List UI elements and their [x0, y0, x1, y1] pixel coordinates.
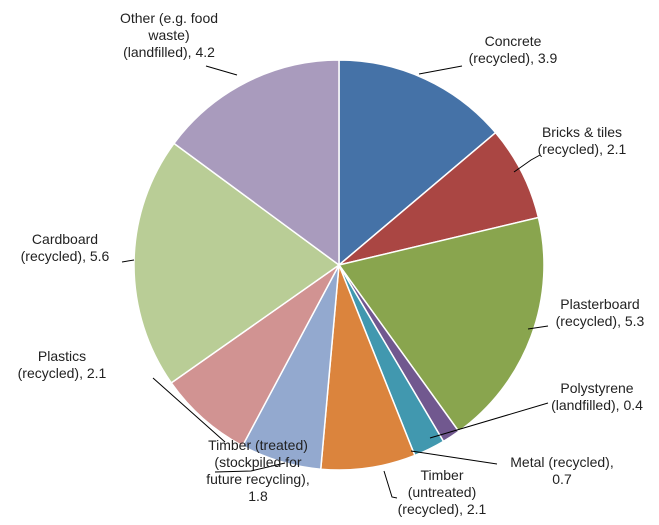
leader-line-9: [205, 65, 238, 76]
slice-label-line: Timber: [420, 467, 463, 483]
slice-label-line: Bricks & tiles: [542, 124, 622, 140]
slice-label-line: 1.8: [248, 488, 268, 504]
slice-label-line: Plasterboard: [560, 296, 639, 312]
slice-label-line: (recycled), 5.6: [21, 248, 110, 264]
slice-label-line: (recycled), 2.1: [538, 141, 627, 157]
slice-label-line: Metal (recycled),: [510, 454, 613, 470]
pie-slice-7: [170, 264, 340, 447]
pie-slice-0: [338, 59, 497, 267]
pie-slice-5: [319, 264, 416, 471]
leader-line-3: [429, 402, 549, 439]
slice-label-line: Other (e.g. food: [120, 10, 218, 26]
slice-label-5: Timber (untreated) (recycled), 2.1: [398, 467, 487, 517]
slice-label-3: Polystyrene (landfilled), 0.4: [551, 380, 643, 413]
slice-label-line: Polystyrene: [560, 380, 633, 396]
slice-label-6: Timber (treated) (stockpiled for future re…: [206, 437, 309, 504]
slice-label-9: Other (e.g. food waste) (landfilled), 4.2: [120, 10, 218, 60]
slice-label-2: Plasterboard (recycled), 5.3: [556, 296, 645, 329]
slice-label-line: (recycled), 3.9: [469, 50, 558, 66]
slice-label-4: Metal (recycled), 0.7: [510, 454, 613, 487]
slice-label-8: Cardboard (recycled), 5.6: [21, 231, 110, 264]
slice-label-line: Cardboard: [32, 231, 98, 247]
slice-label-line: (landfilled), 0.4: [551, 397, 643, 413]
slice-label-0: Concrete (recycled), 3.9: [469, 33, 558, 66]
pie-slice-9: [172, 59, 340, 267]
slice-label-line: (stockpiled for: [214, 454, 301, 470]
leader-line-0: [418, 65, 463, 75]
pie-slice-2: [337, 216, 545, 433]
slice-label-line: Timber (treated): [208, 437, 308, 453]
slices-layer: [133, 59, 545, 471]
slice-label-line: (recycled), 2.1: [398, 501, 487, 517]
pie-slice-1: [338, 131, 540, 266]
slice-label-1: Bricks & tiles (recycled), 2.1: [538, 124, 627, 157]
leader-line-2: [527, 325, 549, 330]
slice-label-line: Plastics: [38, 348, 86, 364]
leader-line-8: [121, 259, 135, 263]
slice-label-line: waste): [147, 27, 189, 43]
leader-line-6: [214, 462, 286, 473]
slice-label-line: future recycling),: [206, 471, 309, 487]
slice-label-line: (untreated): [408, 484, 476, 500]
leader-line-5: [383, 470, 398, 499]
leader-line-1: [513, 154, 541, 173]
slice-label-line: (recycled), 5.3: [556, 313, 645, 329]
leader-line-7: [152, 377, 226, 443]
slice-label-line: (recycled), 2.1: [18, 365, 107, 381]
slice-label-line: 0.7: [552, 471, 572, 487]
leader-line-4: [410, 450, 498, 465]
leader-lines-layer: [121, 65, 549, 499]
slice-label-7: Plastics (recycled), 2.1: [18, 348, 107, 381]
slice-label-line: (landfilled), 4.2: [123, 44, 215, 60]
pie-slice-8: [133, 142, 341, 384]
slice-label-line: Concrete: [485, 33, 542, 49]
